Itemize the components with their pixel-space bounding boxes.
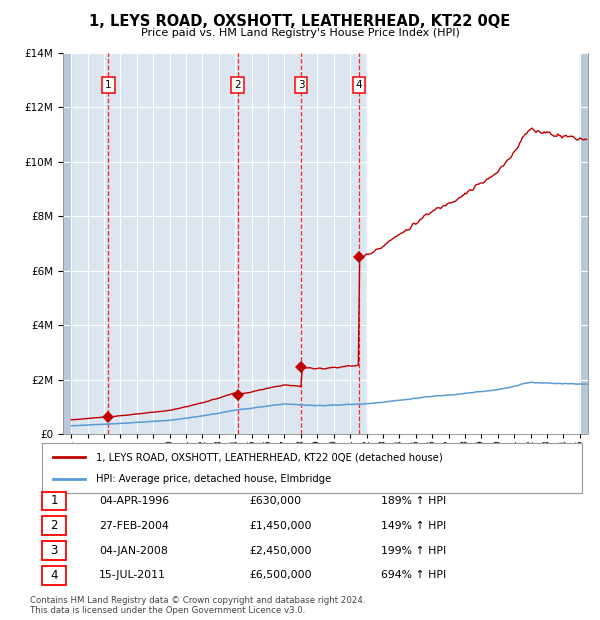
FancyBboxPatch shape — [42, 516, 66, 535]
Text: 4: 4 — [356, 80, 362, 90]
Text: 3: 3 — [50, 544, 58, 557]
Text: 04-APR-1996: 04-APR-1996 — [99, 496, 169, 506]
Bar — [580, 53, 588, 434]
Text: 2: 2 — [235, 80, 241, 90]
Text: £1,450,000: £1,450,000 — [249, 521, 311, 531]
Text: 189% ↑ HPI: 189% ↑ HPI — [381, 496, 446, 506]
Text: 3: 3 — [298, 80, 304, 90]
Text: £6,500,000: £6,500,000 — [249, 570, 311, 580]
Text: 2: 2 — [50, 520, 58, 532]
Text: £2,450,000: £2,450,000 — [249, 546, 311, 556]
FancyBboxPatch shape — [42, 492, 66, 510]
Text: 199% ↑ HPI: 199% ↑ HPI — [381, 546, 446, 556]
Text: 15-JUL-2011: 15-JUL-2011 — [99, 570, 166, 580]
FancyBboxPatch shape — [42, 566, 66, 585]
Text: 1: 1 — [50, 495, 58, 507]
Text: 1, LEYS ROAD, OXSHOTT, LEATHERHEAD, KT22 0QE (detached house): 1, LEYS ROAD, OXSHOTT, LEATHERHEAD, KT22… — [96, 452, 443, 462]
Text: 149% ↑ HPI: 149% ↑ HPI — [381, 521, 446, 531]
Text: £630,000: £630,000 — [249, 496, 301, 506]
Text: 04-JAN-2008: 04-JAN-2008 — [99, 546, 168, 556]
Bar — [63, 53, 71, 434]
Text: 1: 1 — [105, 80, 112, 90]
Text: 27-FEB-2004: 27-FEB-2004 — [99, 521, 169, 531]
Text: Price paid vs. HM Land Registry's House Price Index (HPI): Price paid vs. HM Land Registry's House … — [140, 28, 460, 38]
FancyBboxPatch shape — [42, 541, 66, 560]
Text: HPI: Average price, detached house, Elmbridge: HPI: Average price, detached house, Elmb… — [96, 474, 331, 484]
Bar — [367, 53, 588, 434]
Text: 4: 4 — [50, 569, 58, 582]
Text: Contains HM Land Registry data © Crown copyright and database right 2024.
This d: Contains HM Land Registry data © Crown c… — [30, 596, 365, 615]
FancyBboxPatch shape — [42, 443, 582, 493]
Text: 1, LEYS ROAD, OXSHOTT, LEATHERHEAD, KT22 0QE: 1, LEYS ROAD, OXSHOTT, LEATHERHEAD, KT22… — [89, 14, 511, 29]
Text: 694% ↑ HPI: 694% ↑ HPI — [381, 570, 446, 580]
